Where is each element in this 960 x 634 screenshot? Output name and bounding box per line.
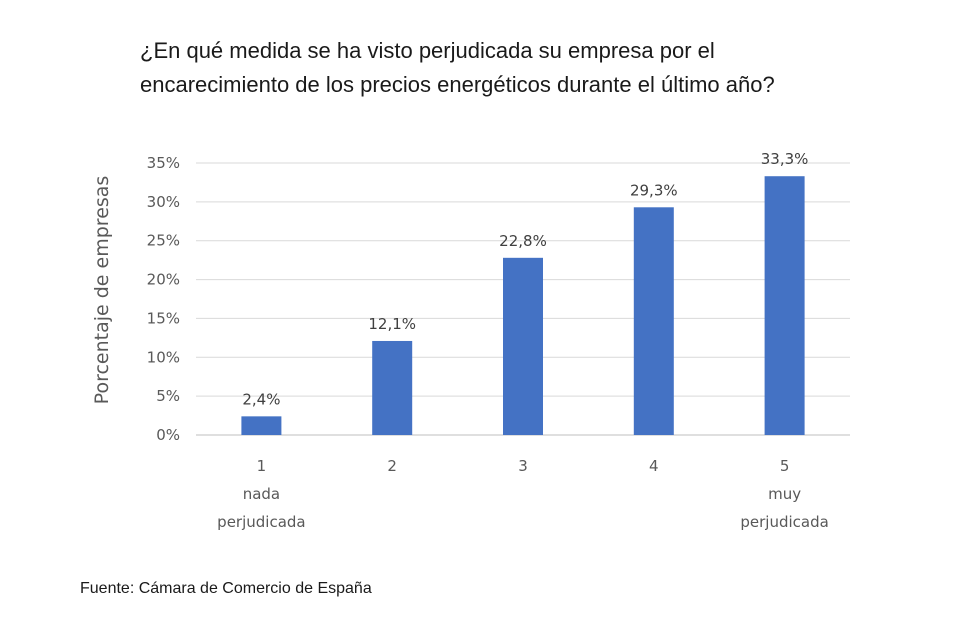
- x-tick-sublabel: perjudicada: [217, 513, 305, 531]
- y-tick-label: 20%: [147, 271, 180, 289]
- x-tick-label: 3: [518, 457, 528, 475]
- bar: [503, 257, 543, 435]
- y-tick-label: 35%: [147, 154, 180, 172]
- x-tick-label: 5: [780, 457, 790, 475]
- y-tick-label: 5%: [156, 387, 180, 405]
- chart-title: ¿En qué medida se ha visto perjudicada s…: [140, 34, 860, 102]
- data-label: 29,3%: [630, 181, 678, 199]
- x-tick-sublabel: muy: [768, 485, 801, 503]
- x-tick-sublabel: nada: [243, 485, 280, 503]
- y-axis-label: Porcentaje de empresas: [91, 176, 113, 405]
- x-tick-label: 1: [257, 457, 267, 475]
- source-note: Fuente: Cámara de Comercio de España: [80, 580, 372, 597]
- data-label: 33,3%: [761, 150, 809, 168]
- x-tick-sublabel: perjudicada: [740, 513, 828, 531]
- chart-title-line-2: encarecimiento de los precios energético…: [140, 72, 775, 97]
- x-axis-ticks: 1 nada perjudicada 2 3 4 5 muy perjudicada: [217, 457, 829, 531]
- x-tick-label: 2: [387, 457, 397, 475]
- y-tick-label: 30%: [147, 193, 180, 211]
- y-tick-label: 0%: [156, 426, 180, 444]
- data-label: 12,1%: [368, 315, 416, 333]
- chart-title-line-1: ¿En qué medida se ha visto perjudicada s…: [140, 38, 715, 63]
- y-tick-label: 15%: [147, 309, 180, 327]
- data-label: 2,4%: [242, 390, 280, 408]
- data-labels: 2,4% 12,1% 22,8% 29,3% 33,3%: [242, 150, 808, 408]
- x-tick-label: 4: [649, 457, 659, 475]
- bar: [764, 176, 805, 435]
- data-label: 22,8%: [499, 232, 547, 250]
- y-tick-label: 10%: [147, 348, 180, 366]
- y-axis-ticks: 0% 5% 10% 15% 20% 25% 30% 35%: [147, 154, 180, 444]
- bar: [372, 340, 413, 435]
- bars: [241, 176, 805, 435]
- bar: [633, 207, 674, 435]
- y-tick-label: 25%: [147, 232, 180, 250]
- bar: [241, 416, 282, 435]
